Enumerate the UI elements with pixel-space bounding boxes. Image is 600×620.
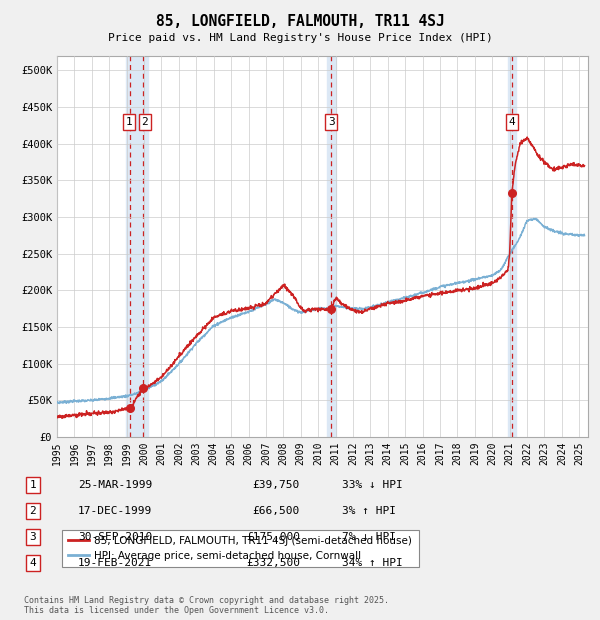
Text: 30-SEP-2010: 30-SEP-2010 <box>78 532 152 542</box>
Text: 25-MAR-1999: 25-MAR-1999 <box>78 480 152 490</box>
Text: 1: 1 <box>126 117 133 127</box>
Text: 85, LONGFIELD, FALMOUTH, TR11 4SJ: 85, LONGFIELD, FALMOUTH, TR11 4SJ <box>155 14 445 29</box>
Text: Price paid vs. HM Land Registry's House Price Index (HPI): Price paid vs. HM Land Registry's House … <box>107 33 493 43</box>
Text: Contains HM Land Registry data © Crown copyright and database right 2025.
This d: Contains HM Land Registry data © Crown c… <box>24 596 389 615</box>
Bar <box>508 56 516 437</box>
Text: 2: 2 <box>142 117 148 127</box>
Text: 2: 2 <box>29 506 37 516</box>
Text: 7% ↓ HPI: 7% ↓ HPI <box>342 532 396 542</box>
Text: 33% ↓ HPI: 33% ↓ HPI <box>342 480 403 490</box>
Text: 34% ↑ HPI: 34% ↑ HPI <box>342 558 403 568</box>
Bar <box>126 56 148 437</box>
Text: 17-DEC-1999: 17-DEC-1999 <box>78 506 152 516</box>
Text: £175,000: £175,000 <box>246 532 300 542</box>
Text: 3: 3 <box>29 532 37 542</box>
Text: £39,750: £39,750 <box>253 480 300 490</box>
Text: 19-FEB-2021: 19-FEB-2021 <box>78 558 152 568</box>
Text: 4: 4 <box>29 558 37 568</box>
Text: 3: 3 <box>328 117 335 127</box>
Text: £66,500: £66,500 <box>253 506 300 516</box>
Bar <box>327 56 335 437</box>
Text: 1: 1 <box>29 480 37 490</box>
Text: £332,500: £332,500 <box>246 558 300 568</box>
Text: 3% ↑ HPI: 3% ↑ HPI <box>342 506 396 516</box>
Text: 4: 4 <box>509 117 515 127</box>
Legend: 85, LONGFIELD, FALMOUTH, TR11 4SJ (semi-detached house), HPI: Average price, sem: 85, LONGFIELD, FALMOUTH, TR11 4SJ (semi-… <box>62 529 419 567</box>
